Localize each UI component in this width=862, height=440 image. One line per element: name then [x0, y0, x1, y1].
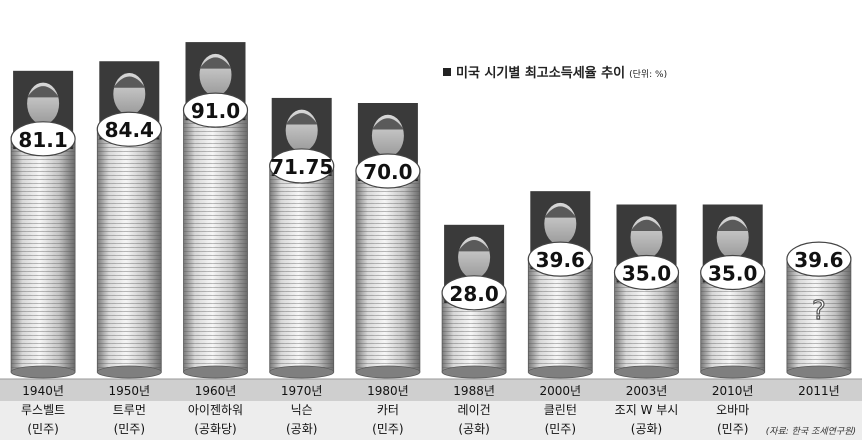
coin-stack-ridges: [11, 136, 76, 372]
value-badge: [10, 121, 76, 157]
coin-stack-base: [96, 365, 162, 379]
value-label-7: 39.6: [536, 248, 585, 272]
portrait-hair: [371, 118, 404, 130]
party-label-7: (민주): [545, 422, 576, 436]
party-label-4: (공화): [286, 422, 317, 436]
title-bullet-icon: [443, 68, 451, 76]
year-label-4: 1970년: [281, 384, 323, 398]
value-badge: [355, 153, 421, 189]
president-label-4: 닉슨: [291, 403, 313, 417]
portrait-hair: [716, 219, 749, 232]
party-label-2: (민주): [114, 422, 145, 436]
president-label-2: 트루먼: [113, 403, 146, 417]
year-label-8: 2003년: [626, 384, 668, 398]
value-badge: [96, 111, 162, 147]
value-badge: [613, 254, 680, 291]
value-label-6: 28.0: [449, 282, 498, 306]
coin-stack-ridges: [269, 163, 334, 372]
year-label-3: 1960년: [195, 384, 237, 398]
value-badge: [182, 92, 249, 128]
portrait-hair: [285, 113, 318, 125]
coin-stack-base: [614, 365, 679, 379]
portrait-hair: [630, 219, 663, 232]
value-label-1: 81.1: [18, 128, 67, 152]
party-label-3: (공화당): [194, 422, 236, 436]
value-label-5: 70.0: [363, 160, 412, 184]
coin-stack-2: 84.4: [96, 61, 162, 379]
president-label-5: 카터: [377, 403, 399, 417]
coin-stack-10: ? 39.6: [786, 241, 852, 379]
label-bands: [0, 378, 862, 440]
value-label-9: 35.0: [708, 262, 757, 286]
coin-stack-base: [527, 365, 593, 379]
year-label-2: 1950년: [109, 384, 151, 398]
president-label-8: 조지 W 부시: [615, 403, 679, 417]
coin-stack-base: [700, 365, 766, 379]
coin-stack-base: [355, 365, 421, 379]
year-label-10: 2011년: [798, 384, 840, 398]
name-band: [0, 401, 862, 440]
coin-stack-9: 35.0: [700, 204, 766, 379]
coin-stack-base: [786, 365, 852, 379]
coin-stack-ridges: [97, 127, 162, 373]
chart-title: 미국 시기별 최고소득세율 추이 (단위: %): [443, 62, 667, 81]
party-label-6: (공화): [458, 422, 489, 436]
value-badge: [527, 241, 593, 277]
year-label-5: 1980년: [367, 384, 409, 398]
party-label-5: (민주): [372, 422, 403, 436]
value-label-3: 91.0: [191, 99, 240, 123]
portrait-hair: [199, 57, 232, 69]
chart-title-text: 미국 시기별 최고소득세율 추이: [456, 66, 626, 81]
president-label-3: 아이젠하워: [188, 403, 243, 417]
coin-stack-7: 39.6: [527, 191, 593, 379]
president-label-7: 클린턴: [544, 403, 577, 417]
unit-label: (단위: %): [629, 70, 668, 80]
coin-stack-5: 70.0: [355, 103, 421, 379]
value-label-4: 71.75: [270, 155, 333, 179]
portrait-hair: [458, 240, 491, 252]
coin-stack-ridges: [355, 169, 420, 372]
president-label-6: 레이건: [458, 403, 491, 417]
value-label-2: 84.4: [105, 118, 154, 142]
value-badge: [700, 254, 766, 291]
year-label-9: 2010년: [712, 384, 754, 398]
portrait-hair: [544, 206, 577, 218]
coin-stacks: 81.1 84.4 91.0 71.75 70.0 28.0 39.6 35.0 35.0? 39…: [10, 42, 852, 379]
coin-stack-1: 81.1: [10, 70, 76, 379]
year-label-6: 1988년: [453, 384, 495, 398]
coin-stack-ridges: [183, 108, 248, 372]
coin-stack-base: [441, 365, 507, 379]
year-label-1: 1940년: [22, 384, 64, 398]
coin-stack-base: [183, 365, 248, 379]
year-label-7: 2000년: [540, 384, 582, 398]
value-badge: [269, 148, 335, 184]
coin-stack-6: 28.0: [441, 224, 507, 379]
value-badge: [441, 275, 507, 311]
portrait-hair: [27, 86, 60, 98]
value-label-8: 35.0: [622, 262, 671, 286]
party-label-9: (민주): [717, 422, 748, 436]
party-label-8: (공화): [631, 422, 662, 436]
coin-stack-base: [269, 365, 335, 379]
value-label-10: 39.6: [794, 248, 843, 272]
coin-stack-base: [10, 365, 76, 379]
portrait-hair: [113, 76, 146, 88]
coin-stack-4: 71.75: [269, 97, 335, 379]
source-note: (자료: 한국 조세연구원): [765, 427, 856, 437]
party-label-1: (민주): [27, 422, 58, 436]
president-label-9: 오바마: [716, 403, 749, 417]
president-label-1: 루스벨트: [21, 403, 65, 417]
year-band: [0, 379, 862, 401]
coin-stack-3: 91.0: [182, 42, 249, 379]
coin-stack-8: 35.0: [613, 204, 680, 379]
value-badge: [786, 241, 852, 277]
question-mark-icon: ?: [812, 296, 826, 326]
